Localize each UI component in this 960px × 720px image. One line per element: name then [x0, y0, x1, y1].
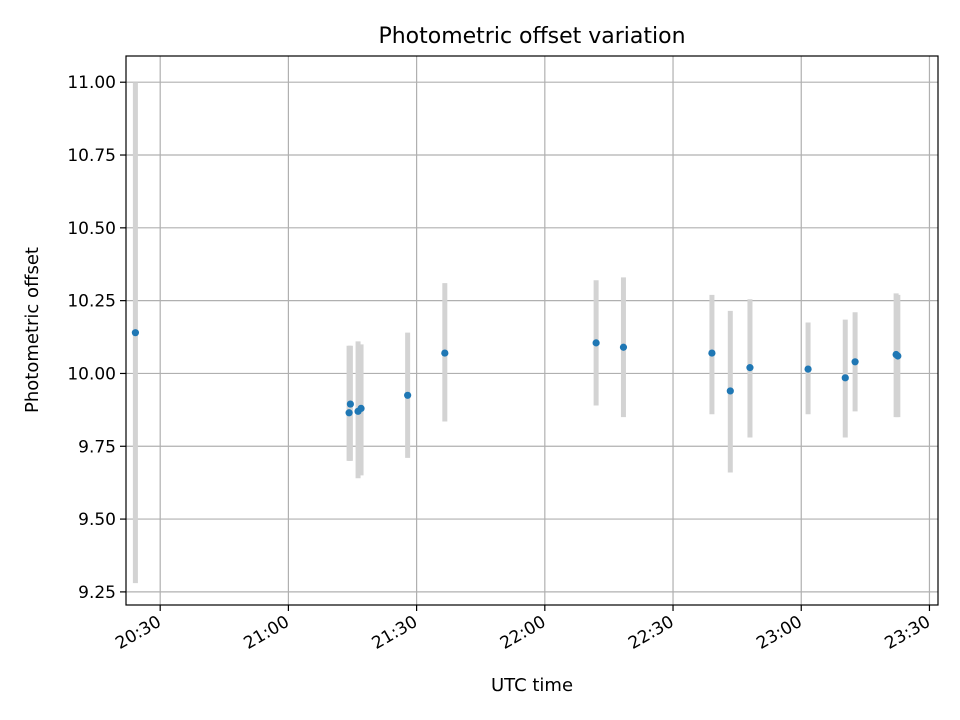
data-point	[726, 387, 734, 395]
x-tick-label: 23:30	[882, 612, 934, 654]
data-point	[357, 404, 365, 413]
data-point	[131, 329, 140, 337]
data-point	[346, 400, 354, 408]
chart-title: Photometric offset variation	[378, 24, 685, 49]
data-point	[708, 349, 716, 357]
y-tick-label: 9.75	[78, 437, 116, 457]
data-point	[841, 374, 849, 382]
grid-layer	[126, 56, 938, 605]
points-layer	[131, 329, 902, 417]
y-axis-label: Photometric offset	[22, 247, 43, 413]
y-tick-label: 9.50	[78, 510, 116, 530]
data-point	[592, 339, 600, 347]
x-tick-label: 22:00	[497, 612, 549, 654]
y-tick-label: 10.50	[67, 219, 116, 239]
data-point	[804, 365, 812, 373]
error-bars-layer	[132, 82, 901, 584]
y-tick-label: 10.00	[67, 364, 116, 384]
y-tick-label: 9.25	[78, 583, 116, 603]
x-axis-label: UTC time	[491, 675, 573, 696]
data-point	[619, 343, 628, 351]
x-tick-label: 21:00	[240, 612, 292, 654]
data-point	[746, 364, 754, 372]
x-tick-label: 23:00	[753, 612, 805, 654]
data-point	[851, 358, 859, 366]
y-tick-label: 11.00	[67, 73, 116, 93]
y-axis-ticks: 9.25 9.50 9.75 10.00 10.25 10.50 10.75 11.00	[67, 73, 126, 603]
data-point	[345, 409, 353, 417]
data-point	[441, 349, 449, 357]
x-axis-ticks: 20:30 21:00 21:30 22:00 22:30 23:00 23:30	[112, 605, 934, 654]
y-tick-label: 10.25	[67, 292, 116, 312]
data-point	[894, 352, 902, 360]
data-point	[404, 391, 412, 399]
x-tick-label: 21:30	[369, 612, 421, 654]
y-tick-label: 10.75	[67, 146, 116, 166]
plot-frame	[125, 55, 939, 606]
x-tick-label: 22:30	[625, 612, 677, 654]
x-tick-label: 20:30	[112, 612, 164, 654]
